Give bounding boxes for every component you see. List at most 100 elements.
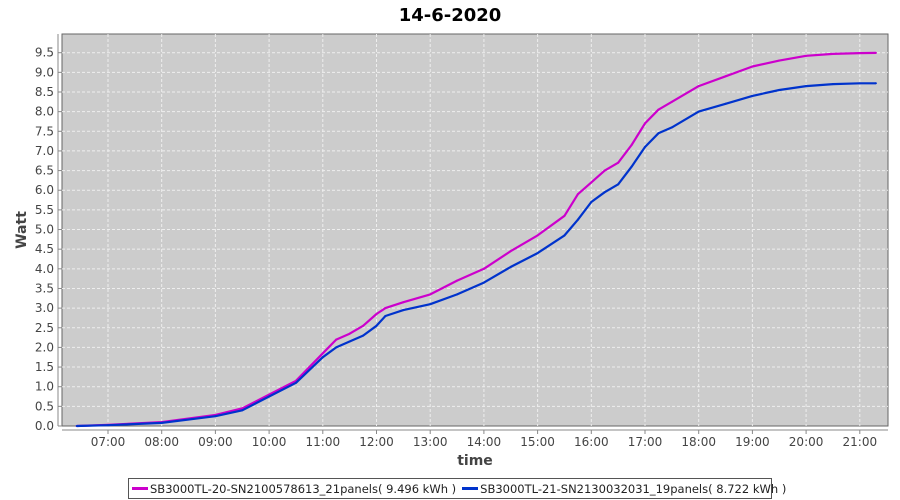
data-point-series-2	[874, 82, 877, 85]
data-point-series-1	[724, 75, 727, 78]
data-point-series-2	[321, 356, 324, 359]
data-point-series-2	[75, 425, 78, 427]
data-point-series-1	[630, 144, 633, 147]
data-point-series-1	[697, 85, 700, 88]
data-point-series-1	[778, 59, 781, 62]
y-tick-label: 5.0	[35, 223, 54, 237]
data-point-series-2	[603, 191, 606, 194]
data-point-series-2	[563, 234, 566, 237]
y-tick-label: 9.5	[35, 46, 54, 60]
data-point-series-2	[644, 146, 646, 149]
data-point-series-2	[482, 281, 485, 284]
grid	[62, 34, 888, 426]
data-point-series-2	[241, 409, 244, 412]
data-point-series-1	[321, 352, 324, 355]
data-point-series-2	[268, 395, 271, 398]
x-tick-label: 14:00	[467, 435, 502, 449]
data-point-series-1	[617, 161, 620, 164]
y-tick-label: 8.0	[35, 105, 54, 119]
x-tick-label: 09:00	[198, 435, 233, 449]
series-group	[75, 51, 877, 428]
data-point-series-2	[160, 421, 163, 424]
data-point-series-2	[335, 346, 338, 349]
x-tick-label: 07:00	[91, 435, 126, 449]
data-point-series-1	[335, 338, 338, 341]
data-point-series-1	[482, 267, 485, 270]
y-tick-label: 6.0	[35, 183, 54, 197]
y-tick-label: 0.0	[35, 419, 54, 433]
x-tick-label: 11:00	[306, 435, 341, 449]
x-tick-label: 21:00	[843, 435, 878, 449]
x-tick-label: 15:00	[520, 435, 555, 449]
data-point-series-2	[724, 102, 727, 105]
data-point-series-1	[590, 181, 593, 184]
data-point-series-2	[456, 293, 459, 296]
y-axis: 0.0 0.5 1.0 1.5 2.0 2.5 3.0 3.5 4.0 4.5 5.0 5.5 6.0 6…	[35, 34, 62, 433]
chart-title: 14-6-2020	[399, 5, 502, 26]
data-point-series-1	[456, 279, 459, 282]
data-point-series-2	[778, 89, 781, 92]
legend-swatch-series-2	[462, 487, 479, 490]
data-point-series-2	[384, 314, 387, 317]
data-point-series-2	[697, 110, 700, 113]
y-tick-label: 1.5	[35, 360, 54, 374]
data-point-series-2	[294, 381, 297, 384]
y-tick-label: 3.5	[35, 281, 54, 295]
data-point-series-2	[670, 126, 673, 129]
x-tick-label: 19:00	[735, 435, 770, 449]
data-point-series-1	[563, 214, 566, 217]
data-point-series-1	[831, 52, 834, 55]
x-axis: 07:00 08:00 09:00 10:00 11:00 12:00 13:00 14:00…	[62, 429, 888, 449]
data-point-series-1	[576, 193, 579, 196]
x-tick-label: 10:00	[252, 435, 287, 449]
data-point-series-1	[402, 301, 405, 304]
data-point-series-1	[644, 122, 646, 125]
data-point-series-1	[375, 313, 378, 316]
legend-item-series-2: SB3000TL-21-SN2130032031_19panels( 8.722…	[462, 482, 786, 496]
data-point-series-1	[241, 407, 244, 410]
y-tick-label: 6.5	[35, 164, 54, 178]
y-tick-label: 7.0	[35, 144, 54, 158]
data-point-series-1	[384, 307, 387, 310]
x-tick-label: 16:00	[574, 435, 609, 449]
data-point-series-1	[429, 293, 432, 296]
data-point-series-2	[617, 183, 620, 186]
legend: SB3000TL-20-SN2100578613_21panels( 9.496…	[128, 478, 786, 499]
y-tick-label: 5.5	[35, 203, 54, 217]
y-tick-label: 9.0	[35, 65, 54, 79]
data-point-series-2	[362, 334, 365, 337]
data-point-series-2	[429, 303, 432, 306]
y-tick-label: 4.0	[35, 262, 54, 276]
data-point-series-1	[657, 108, 660, 111]
data-point-series-1	[805, 54, 808, 57]
data-point-series-2	[831, 83, 834, 86]
y-tick-label: 8.5	[35, 85, 54, 99]
y-tick-label: 2.0	[35, 340, 54, 354]
series-line-2	[76, 82, 876, 428]
y-tick-label: 3.0	[35, 301, 54, 315]
y-tick-label: 1.0	[35, 380, 54, 394]
data-point-series-1	[536, 234, 539, 237]
legend-label-series-2: SB3000TL-21-SN2130032031_19panels( 8.722…	[480, 481, 787, 496]
data-point-series-2	[805, 85, 808, 88]
x-tick-label: 08:00	[144, 435, 179, 449]
y-axis-label: Watt	[14, 211, 30, 249]
x-tick-label: 18:00	[681, 435, 716, 449]
data-point-series-1	[362, 324, 365, 327]
data-point-series-1	[603, 169, 606, 172]
data-point-series-1	[670, 100, 673, 103]
data-point-series-2	[590, 201, 593, 204]
data-point-series-2	[402, 309, 405, 312]
legend-item-series-1: SB3000TL-20-SN2100578613_21panels( 9.496…	[132, 482, 456, 496]
data-point-series-2	[214, 415, 217, 418]
data-point-series-1	[348, 332, 351, 335]
series-line-1	[76, 51, 876, 428]
x-tick-label: 17:00	[628, 435, 663, 449]
data-point-series-2	[657, 132, 660, 135]
data-point-series-1	[509, 250, 512, 253]
x-tick-label: 13:00	[413, 435, 448, 449]
x-axis-label: time	[457, 453, 493, 469]
data-point-series-2	[858, 82, 861, 85]
data-point-series-2	[536, 252, 539, 255]
y-tick-label: 2.5	[35, 321, 54, 335]
